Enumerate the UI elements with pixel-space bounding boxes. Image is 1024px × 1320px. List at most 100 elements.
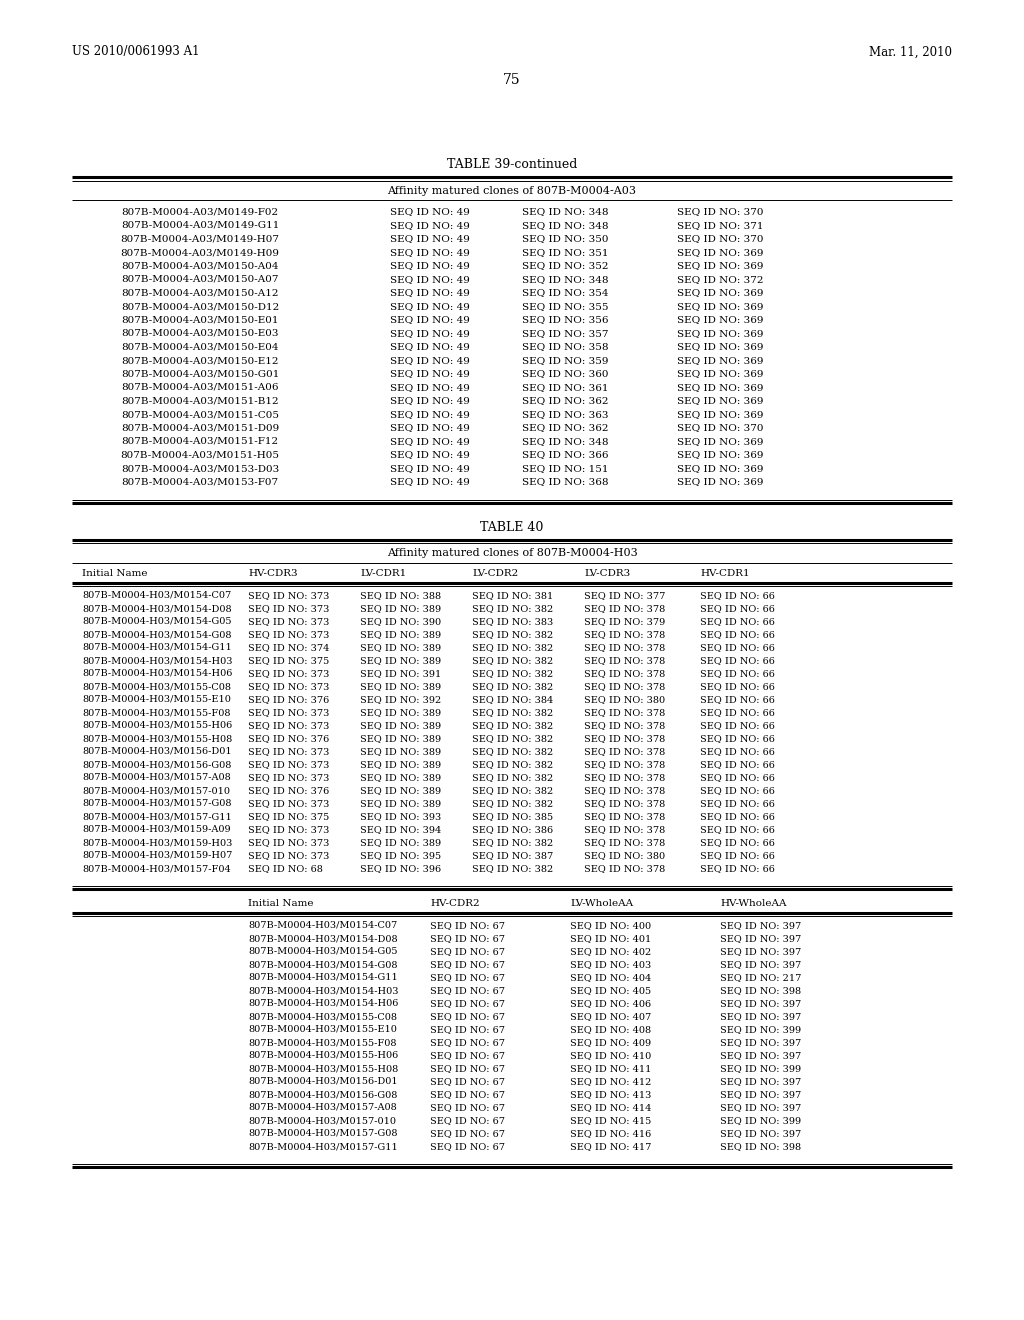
Text: SEQ ID NO: 382: SEQ ID NO: 382 <box>472 747 553 756</box>
Text: SEQ ID NO: 369: SEQ ID NO: 369 <box>677 329 763 338</box>
Text: SEQ ID NO: 378: SEQ ID NO: 378 <box>584 774 666 781</box>
Text: 807B-M0004-H03/M0154-G05: 807B-M0004-H03/M0154-G05 <box>82 616 231 626</box>
Text: 807B-M0004-H03/M0155-H08: 807B-M0004-H03/M0155-H08 <box>248 1064 398 1073</box>
Text: SEQ ID NO: 378: SEQ ID NO: 378 <box>584 799 666 808</box>
Text: SEQ ID NO: 376: SEQ ID NO: 376 <box>248 734 330 743</box>
Text: SEQ ID NO: 382: SEQ ID NO: 382 <box>472 799 553 808</box>
Text: SEQ ID NO: 382: SEQ ID NO: 382 <box>472 865 553 873</box>
Text: 807B-M0004-H03/M0154-D08: 807B-M0004-H03/M0154-D08 <box>248 935 397 942</box>
Text: SEQ ID NO: 49: SEQ ID NO: 49 <box>390 207 470 216</box>
Text: SEQ ID NO: 397: SEQ ID NO: 397 <box>720 921 801 931</box>
Text: SEQ ID NO: 376: SEQ ID NO: 376 <box>248 696 330 704</box>
Text: HV-CDR3: HV-CDR3 <box>248 569 298 578</box>
Text: SEQ ID NO: 411: SEQ ID NO: 411 <box>570 1064 651 1073</box>
Text: SEQ ID NO: 66: SEQ ID NO: 66 <box>700 734 775 743</box>
Text: 807B-M0004-H03/M0154-G08: 807B-M0004-H03/M0154-G08 <box>248 960 397 969</box>
Text: SEQ ID NO: 66: SEQ ID NO: 66 <box>700 605 775 612</box>
Text: 807B-M0004-H03/M0157-010: 807B-M0004-H03/M0157-010 <box>82 785 230 795</box>
Text: SEQ ID NO: 49: SEQ ID NO: 49 <box>390 275 470 284</box>
Text: 807B-M0004-H03/M0156-D01: 807B-M0004-H03/M0156-D01 <box>82 747 231 756</box>
Text: SEQ ID NO: 389: SEQ ID NO: 389 <box>360 721 441 730</box>
Text: SEQ ID NO: 67: SEQ ID NO: 67 <box>430 986 505 995</box>
Text: SEQ ID NO: 49: SEQ ID NO: 49 <box>390 248 470 257</box>
Text: SEQ ID NO: 382: SEQ ID NO: 382 <box>472 785 553 795</box>
Text: SEQ ID NO: 67: SEQ ID NO: 67 <box>430 1012 505 1020</box>
Text: SEQ ID NO: 382: SEQ ID NO: 382 <box>472 774 553 781</box>
Text: SEQ ID NO: 66: SEQ ID NO: 66 <box>700 682 775 690</box>
Text: SEQ ID NO: 373: SEQ ID NO: 373 <box>248 760 330 770</box>
Text: SEQ ID NO: 404: SEQ ID NO: 404 <box>570 973 651 982</box>
Text: SEQ ID NO: 399: SEQ ID NO: 399 <box>720 1064 801 1073</box>
Text: 807B-M0004-H03/M0154-C07: 807B-M0004-H03/M0154-C07 <box>248 921 397 931</box>
Text: SEQ ID NO: 67: SEQ ID NO: 67 <box>430 1026 505 1034</box>
Text: SEQ ID NO: 378: SEQ ID NO: 378 <box>584 682 666 690</box>
Text: SEQ ID NO: 382: SEQ ID NO: 382 <box>472 669 553 678</box>
Text: SEQ ID NO: 373: SEQ ID NO: 373 <box>248 630 330 639</box>
Text: SEQ ID NO: 49: SEQ ID NO: 49 <box>390 235 470 243</box>
Text: SEQ ID NO: 389: SEQ ID NO: 389 <box>360 799 441 808</box>
Text: SEQ ID NO: 375: SEQ ID NO: 375 <box>248 812 330 821</box>
Text: SEQ ID NO: 389: SEQ ID NO: 389 <box>360 734 441 743</box>
Text: 807B-M0004-A03/M0150-E01: 807B-M0004-A03/M0150-E01 <box>121 315 279 325</box>
Text: SEQ ID NO: 412: SEQ ID NO: 412 <box>570 1077 651 1086</box>
Text: SEQ ID NO: 358: SEQ ID NO: 358 <box>522 342 608 351</box>
Text: SEQ ID NO: 386: SEQ ID NO: 386 <box>472 825 553 834</box>
Text: 807B-M0004-H03/M0155-F08: 807B-M0004-H03/M0155-F08 <box>248 1038 396 1047</box>
Text: SEQ ID NO: 378: SEQ ID NO: 378 <box>584 838 666 847</box>
Text: 807B-M0004-A03/M0150-E04: 807B-M0004-A03/M0150-E04 <box>121 342 279 351</box>
Text: SEQ ID NO: 382: SEQ ID NO: 382 <box>472 643 553 652</box>
Text: SEQ ID NO: 388: SEQ ID NO: 388 <box>360 591 441 601</box>
Text: SEQ ID NO: 348: SEQ ID NO: 348 <box>522 207 608 216</box>
Text: SEQ ID NO: 397: SEQ ID NO: 397 <box>720 935 801 942</box>
Text: SEQ ID NO: 49: SEQ ID NO: 49 <box>390 370 470 379</box>
Text: SEQ ID NO: 360: SEQ ID NO: 360 <box>522 370 608 379</box>
Text: SEQ ID NO: 366: SEQ ID NO: 366 <box>522 450 608 459</box>
Text: SEQ ID NO: 350: SEQ ID NO: 350 <box>522 235 608 243</box>
Text: SEQ ID NO: 397: SEQ ID NO: 397 <box>720 1090 801 1100</box>
Text: SEQ ID NO: 376: SEQ ID NO: 376 <box>248 785 330 795</box>
Text: US 2010/0061993 A1: US 2010/0061993 A1 <box>72 45 200 58</box>
Text: SEQ ID NO: 67: SEQ ID NO: 67 <box>430 1129 505 1138</box>
Text: SEQ ID NO: 373: SEQ ID NO: 373 <box>248 669 330 678</box>
Text: SEQ ID NO: 49: SEQ ID NO: 49 <box>390 383 470 392</box>
Text: TABLE 40: TABLE 40 <box>480 521 544 535</box>
Text: 807B-M0004-H03/M0154-H06: 807B-M0004-H03/M0154-H06 <box>82 669 232 678</box>
Text: 807B-M0004-H03/M0155-E10: 807B-M0004-H03/M0155-E10 <box>82 696 230 704</box>
Text: SEQ ID NO: 370: SEQ ID NO: 370 <box>677 235 763 243</box>
Text: SEQ ID NO: 393: SEQ ID NO: 393 <box>360 812 441 821</box>
Text: SEQ ID NO: 369: SEQ ID NO: 369 <box>677 370 763 379</box>
Text: SEQ ID NO: 49: SEQ ID NO: 49 <box>390 450 470 459</box>
Text: SEQ ID NO: 348: SEQ ID NO: 348 <box>522 220 608 230</box>
Text: SEQ ID NO: 399: SEQ ID NO: 399 <box>720 1115 801 1125</box>
Text: SEQ ID NO: 381: SEQ ID NO: 381 <box>472 591 553 601</box>
Text: 807B-M0004-H03/M0154-H06: 807B-M0004-H03/M0154-H06 <box>248 999 398 1008</box>
Text: 807B-M0004-H03/M0157-F04: 807B-M0004-H03/M0157-F04 <box>82 865 230 873</box>
Text: 807B-M0004-H03/M0154-H03: 807B-M0004-H03/M0154-H03 <box>248 986 398 995</box>
Text: SEQ ID NO: 378: SEQ ID NO: 378 <box>584 643 666 652</box>
Text: SEQ ID NO: 389: SEQ ID NO: 389 <box>360 682 441 690</box>
Text: 807B-M0004-A03/M0149-H07: 807B-M0004-A03/M0149-H07 <box>121 235 280 243</box>
Text: SEQ ID NO: 378: SEQ ID NO: 378 <box>584 785 666 795</box>
Text: SEQ ID NO: 369: SEQ ID NO: 369 <box>677 342 763 351</box>
Text: SEQ ID NO: 399: SEQ ID NO: 399 <box>720 1026 801 1034</box>
Text: 807B-M0004-H03/M0157-010: 807B-M0004-H03/M0157-010 <box>248 1115 396 1125</box>
Text: 807B-M0004-H03/M0154-G05: 807B-M0004-H03/M0154-G05 <box>248 946 397 956</box>
Text: SEQ ID NO: 369: SEQ ID NO: 369 <box>677 302 763 312</box>
Text: SEQ ID NO: 389: SEQ ID NO: 389 <box>360 643 441 652</box>
Text: SEQ ID NO: 372: SEQ ID NO: 372 <box>677 275 763 284</box>
Text: SEQ ID NO: 67: SEQ ID NO: 67 <box>430 960 505 969</box>
Text: SEQ ID NO: 397: SEQ ID NO: 397 <box>720 1012 801 1020</box>
Text: SEQ ID NO: 351: SEQ ID NO: 351 <box>522 248 608 257</box>
Text: 807B-M0004-H03/M0155-H06: 807B-M0004-H03/M0155-H06 <box>82 721 232 730</box>
Text: SEQ ID NO: 389: SEQ ID NO: 389 <box>360 630 441 639</box>
Text: SEQ ID NO: 379: SEQ ID NO: 379 <box>584 616 666 626</box>
Text: 807B-M0004-H03/M0155-H08: 807B-M0004-H03/M0155-H08 <box>82 734 232 743</box>
Text: SEQ ID NO: 66: SEQ ID NO: 66 <box>700 643 775 652</box>
Text: SEQ ID NO: 413: SEQ ID NO: 413 <box>570 1090 651 1100</box>
Text: SEQ ID NO: 151: SEQ ID NO: 151 <box>522 465 608 473</box>
Text: SEQ ID NO: 369: SEQ ID NO: 369 <box>677 356 763 366</box>
Text: SEQ ID NO: 359: SEQ ID NO: 359 <box>522 356 608 366</box>
Text: SEQ ID NO: 378: SEQ ID NO: 378 <box>584 656 666 665</box>
Text: 807B-M0004-H03/M0154-G11: 807B-M0004-H03/M0154-G11 <box>82 643 231 652</box>
Text: SEQ ID NO: 378: SEQ ID NO: 378 <box>584 708 666 717</box>
